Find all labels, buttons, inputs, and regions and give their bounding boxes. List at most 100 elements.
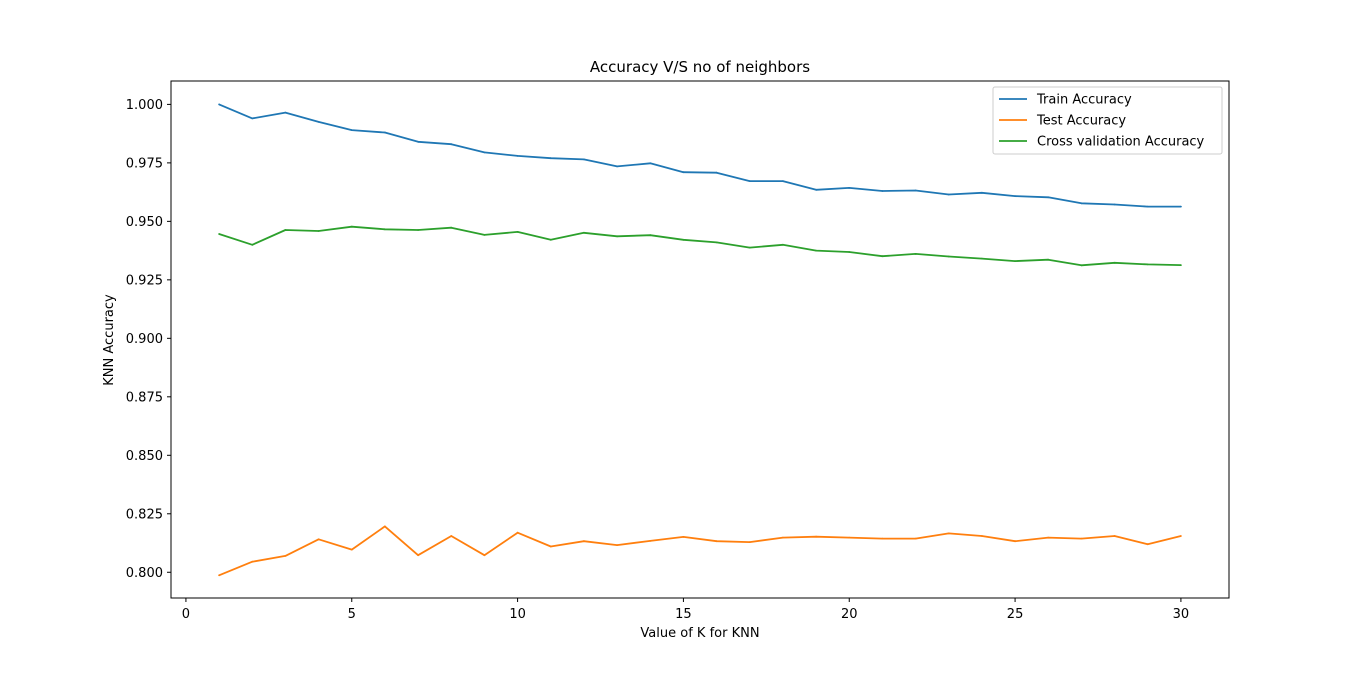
data-point — [815, 249, 817, 252]
data-point — [981, 257, 983, 260]
series-line-train-accuracy — [218, 103, 1181, 208]
x-tick-label: 20 — [841, 607, 858, 622]
data-point — [1014, 540, 1016, 543]
x-axis: 0 5 10 15 20 25 30 — [182, 598, 1189, 622]
plot-area-frame — [170, 80, 1230, 599]
data-point — [947, 255, 950, 258]
data-point — [1080, 202, 1083, 205]
data-point — [284, 111, 287, 114]
data-point — [284, 229, 287, 231]
data-point — [1014, 260, 1016, 262]
data-point — [350, 129, 353, 132]
x-tick-label: 10 — [509, 607, 526, 622]
series-train-accuracy — [218, 103, 1182, 208]
y-axis: 0.800 0.825 0.850 0.875 0.900 0.925 0.950 0.975… — [126, 98, 171, 581]
data-point — [782, 536, 784, 539]
legend-label: Cross validation Accuracy — [1037, 135, 1205, 150]
legend-label: Test Accuracy — [1036, 114, 1126, 129]
data-point — [483, 151, 486, 154]
data-point — [1113, 203, 1116, 206]
data-point — [815, 188, 817, 191]
data-point — [450, 226, 453, 229]
data-point — [914, 537, 917, 540]
data-point — [649, 540, 652, 542]
data-point — [417, 140, 419, 143]
data-point — [384, 228, 386, 231]
data-point — [947, 532, 950, 535]
data-point — [881, 255, 884, 258]
x-tick-label: 25 — [1007, 607, 1024, 622]
chart-title: Accuracy V/S no of neighbors — [590, 58, 810, 76]
data-point — [914, 253, 917, 255]
data-point — [715, 540, 718, 543]
data-point — [1180, 535, 1182, 537]
legend-item: Test Accuracy — [999, 114, 1126, 129]
data-point — [1047, 196, 1050, 199]
data-point — [583, 540, 585, 543]
data-point — [881, 537, 884, 540]
data-point — [251, 117, 254, 120]
x-tick-label: 0 — [182, 607, 190, 622]
y-axis-title: KNN Accuracy — [102, 294, 117, 386]
data-point — [1180, 264, 1182, 266]
data-point — [1113, 535, 1116, 537]
y-tick-label: 1.000 — [126, 98, 163, 113]
data-point — [218, 233, 221, 235]
data-point — [317, 230, 320, 232]
x-tick-label: 5 — [348, 607, 356, 622]
data-point — [516, 155, 519, 157]
x-tick-label: 15 — [675, 607, 692, 622]
data-point — [1146, 543, 1149, 546]
data-point — [450, 535, 453, 537]
data-point — [981, 535, 983, 537]
data-point — [483, 234, 486, 236]
series-cross-validation-accuracy — [218, 225, 1182, 267]
series-line-test-accuracy — [218, 525, 1182, 577]
data-point — [981, 191, 983, 194]
x-axis-title: Value of K for KNN — [640, 626, 759, 641]
data-point — [682, 171, 685, 174]
data-point — [848, 251, 851, 253]
data-point — [616, 544, 618, 546]
series-line-cross-validation-accuracy — [218, 225, 1181, 267]
y-tick-label: 0.875 — [126, 390, 163, 405]
data-point — [549, 157, 552, 160]
data-point — [782, 243, 784, 246]
data-point — [450, 143, 453, 146]
data-point — [748, 541, 751, 543]
data-point — [748, 180, 751, 183]
data-point — [649, 234, 652, 237]
y-tick-label: 0.975 — [126, 156, 163, 171]
data-point — [218, 103, 221, 106]
data-point — [1113, 261, 1116, 264]
data-point — [284, 555, 287, 557]
series-layer — [218, 103, 1182, 577]
data-point — [251, 560, 254, 563]
data-point — [317, 538, 320, 541]
data-point — [947, 193, 950, 196]
x-tick-label: 30 — [1173, 607, 1190, 622]
legend-label: Train Accuracy — [1036, 93, 1132, 108]
data-point — [1080, 537, 1083, 540]
data-point — [516, 531, 519, 534]
data-point — [616, 165, 618, 168]
data-point — [1080, 264, 1083, 267]
legend-item: Train Accuracy — [999, 93, 1132, 108]
data-point — [914, 189, 917, 192]
legend-box — [992, 86, 1223, 155]
data-point — [715, 241, 718, 244]
legend: Train Accuracy Test Accuracy Cross validat… — [992, 86, 1223, 155]
data-point — [384, 525, 386, 528]
data-point — [748, 246, 751, 249]
data-point — [1146, 263, 1149, 266]
data-point — [516, 231, 519, 233]
data-point — [483, 554, 486, 557]
data-point — [350, 548, 353, 551]
data-point — [715, 171, 718, 174]
data-point — [848, 187, 851, 189]
y-tick-label: 0.850 — [126, 449, 163, 464]
data-point — [417, 554, 419, 557]
data-point — [1014, 195, 1016, 198]
